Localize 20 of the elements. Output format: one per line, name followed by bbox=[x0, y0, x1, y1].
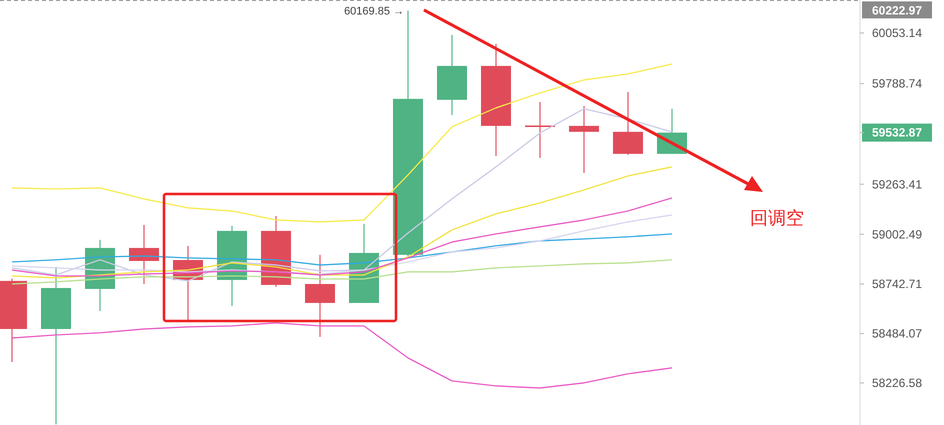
ref-line-label: 60222.97 bbox=[872, 3, 922, 18]
y-tick-label: 58226.58 bbox=[872, 376, 922, 390]
line-series bbox=[11, 197, 673, 277]
y-tick-label: 58484.07 bbox=[872, 326, 922, 341]
line-series bbox=[11, 322, 673, 389]
line-series bbox=[11, 259, 673, 285]
text: 回调空 bbox=[750, 208, 804, 228]
y-tick-label: 60053.14 bbox=[872, 26, 922, 40]
y-tick-label: 59002.49 bbox=[872, 227, 922, 242]
line-series bbox=[11, 214, 673, 275]
line-series bbox=[11, 166, 673, 278]
candlestick bbox=[569, 105, 599, 174]
line-series bbox=[11, 63, 673, 222]
y-tick-label: 58742.71 bbox=[872, 277, 922, 292]
candlestick bbox=[525, 101, 555, 158]
y-tick-label: 59788.74 bbox=[872, 76, 922, 91]
line-series bbox=[11, 233, 673, 266]
y-tick-label: 59263.41 bbox=[872, 177, 922, 192]
annotation: 60169.85 → bbox=[344, 6, 404, 18]
y-tick-label: 59532.87 bbox=[872, 126, 922, 140]
